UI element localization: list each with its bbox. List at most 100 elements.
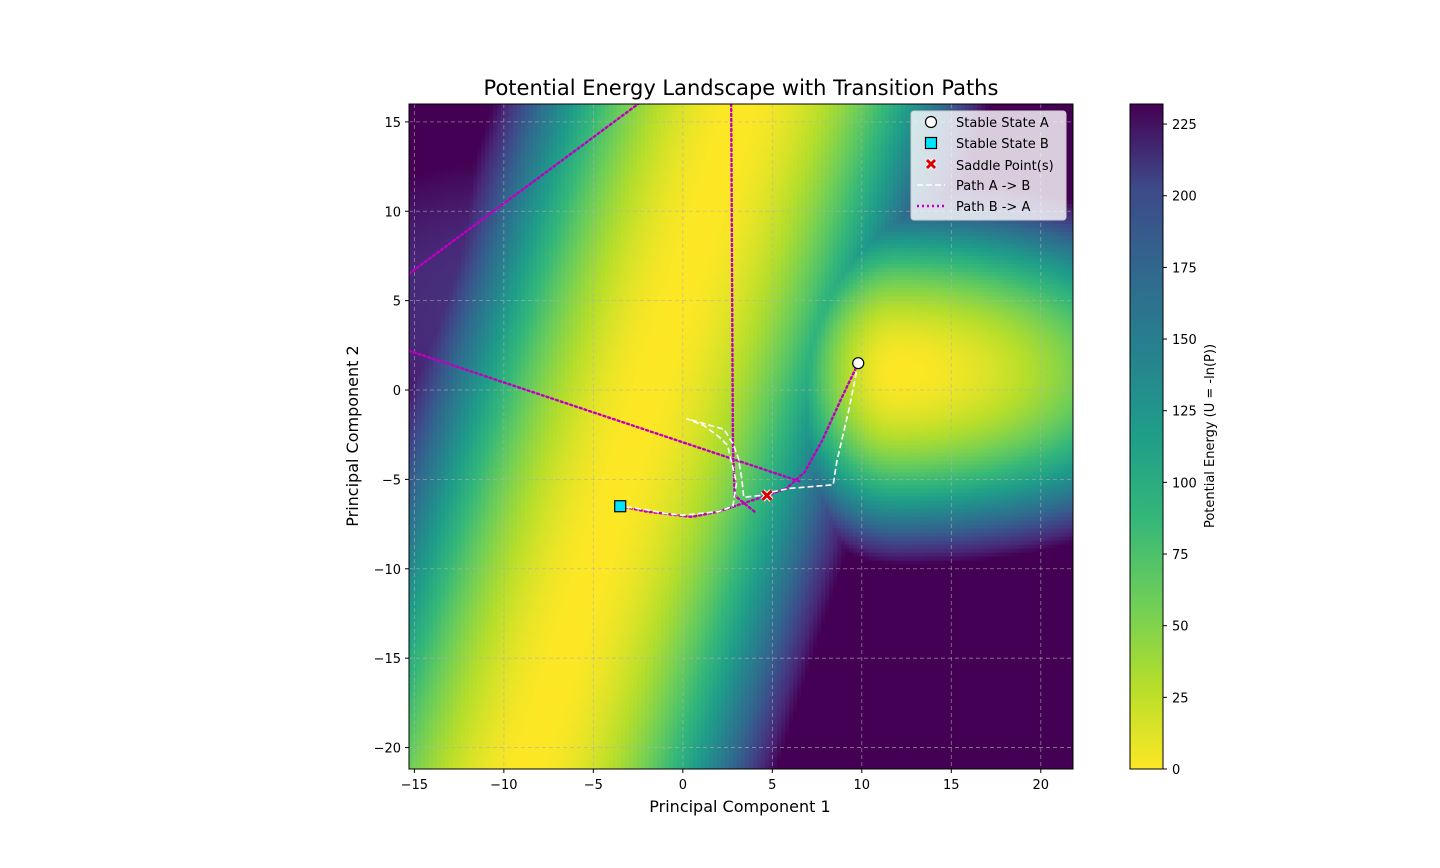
heat-cell	[825, 152, 830, 157]
heat-cell	[741, 196, 746, 201]
heat-cell	[573, 112, 578, 117]
heat-cell	[853, 168, 858, 173]
heat-cell	[541, 148, 546, 153]
heat-cell	[457, 160, 462, 165]
heat-cell	[613, 160, 618, 165]
heat-cell	[857, 212, 862, 217]
heat-cell	[545, 164, 550, 169]
heat-cell	[489, 212, 494, 217]
heat-cell	[801, 168, 806, 173]
heat-cell	[889, 180, 894, 185]
heat-cell	[869, 200, 874, 205]
heat-cell	[873, 148, 878, 153]
heat-cell	[581, 200, 586, 205]
heat-cell	[893, 108, 898, 113]
heat-cell	[641, 112, 646, 117]
heat-cell	[513, 144, 518, 149]
heat-cell	[413, 212, 418, 217]
heat-cell	[473, 220, 478, 225]
heat-cell	[1065, 168, 1070, 173]
heat-cell	[757, 136, 762, 141]
heat-cell	[673, 168, 678, 173]
heat-cell	[705, 148, 710, 153]
heat-cell	[469, 224, 474, 229]
heat-cell	[817, 220, 822, 225]
heat-cell	[545, 128, 550, 133]
heat-cell	[881, 136, 886, 141]
heat-cell	[781, 136, 786, 141]
heat-cell	[765, 108, 770, 113]
heat-cell	[589, 112, 594, 117]
heat-cell	[685, 200, 690, 205]
heat-cell	[897, 216, 902, 221]
heat-cell	[481, 104, 486, 109]
heat-cell	[649, 180, 654, 185]
heat-cell	[769, 192, 774, 197]
heat-cell	[685, 128, 690, 133]
heat-cell	[513, 148, 518, 153]
heat-cell	[569, 136, 574, 141]
heat-cell	[493, 108, 498, 113]
heat-cell	[609, 212, 614, 217]
heat-cell	[629, 148, 634, 153]
heat-cell	[413, 216, 418, 221]
heat-cell	[701, 128, 706, 133]
heat-cell	[737, 184, 742, 189]
heat-cell	[521, 220, 526, 225]
heat-cell	[837, 112, 842, 117]
heat-cell	[457, 224, 462, 229]
heat-cell	[465, 180, 470, 185]
heat-cell	[633, 216, 638, 221]
chart-title: Potential Energy Landscape with Transiti…	[484, 76, 999, 100]
heat-cell	[893, 180, 898, 185]
heat-cell	[513, 116, 518, 121]
heat-cell	[797, 220, 802, 225]
heat-cell	[553, 200, 558, 205]
heat-cell	[669, 196, 674, 201]
heat-cell	[509, 104, 514, 109]
heat-cell	[741, 172, 746, 177]
heat-cell	[789, 144, 794, 149]
heat-cell	[593, 136, 598, 141]
heat-cell	[829, 156, 834, 161]
heat-cell	[513, 204, 518, 209]
heat-cell	[873, 156, 878, 161]
heat-cell	[897, 116, 902, 121]
heat-cell	[537, 208, 542, 213]
heat-cell	[689, 204, 694, 209]
heat-cell	[737, 128, 742, 133]
heat-cell	[857, 168, 862, 173]
heat-cell	[773, 220, 778, 225]
heat-cell	[893, 104, 898, 109]
heat-cell	[425, 156, 430, 161]
heat-cell	[573, 220, 578, 225]
heat-cell	[953, 220, 958, 225]
heat-cell	[529, 184, 534, 189]
heat-cell	[1041, 220, 1046, 225]
heat-cell	[533, 192, 538, 197]
heat-cell	[457, 216, 462, 221]
heat-cell	[797, 128, 802, 133]
heat-cell	[537, 144, 542, 149]
heat-cell	[501, 172, 506, 177]
heat-cell	[505, 176, 510, 181]
heat-cell	[821, 200, 826, 205]
heat-cell	[749, 212, 754, 217]
heat-cell	[461, 124, 466, 129]
heat-cell	[693, 172, 698, 177]
heat-cell	[741, 160, 746, 165]
heat-cell	[461, 212, 466, 217]
heat-cell	[649, 124, 654, 129]
heat-cell	[593, 180, 598, 185]
heat-cell	[593, 168, 598, 173]
heat-cell	[757, 152, 762, 157]
heat-cell	[561, 212, 566, 217]
heat-cell	[869, 156, 874, 161]
heat-cell	[781, 140, 786, 145]
heat-cell	[645, 196, 650, 201]
heat-cell	[705, 120, 710, 125]
heat-cell	[645, 152, 650, 157]
heat-cell	[605, 184, 610, 189]
heat-cell	[769, 152, 774, 157]
heat-cell	[797, 204, 802, 209]
